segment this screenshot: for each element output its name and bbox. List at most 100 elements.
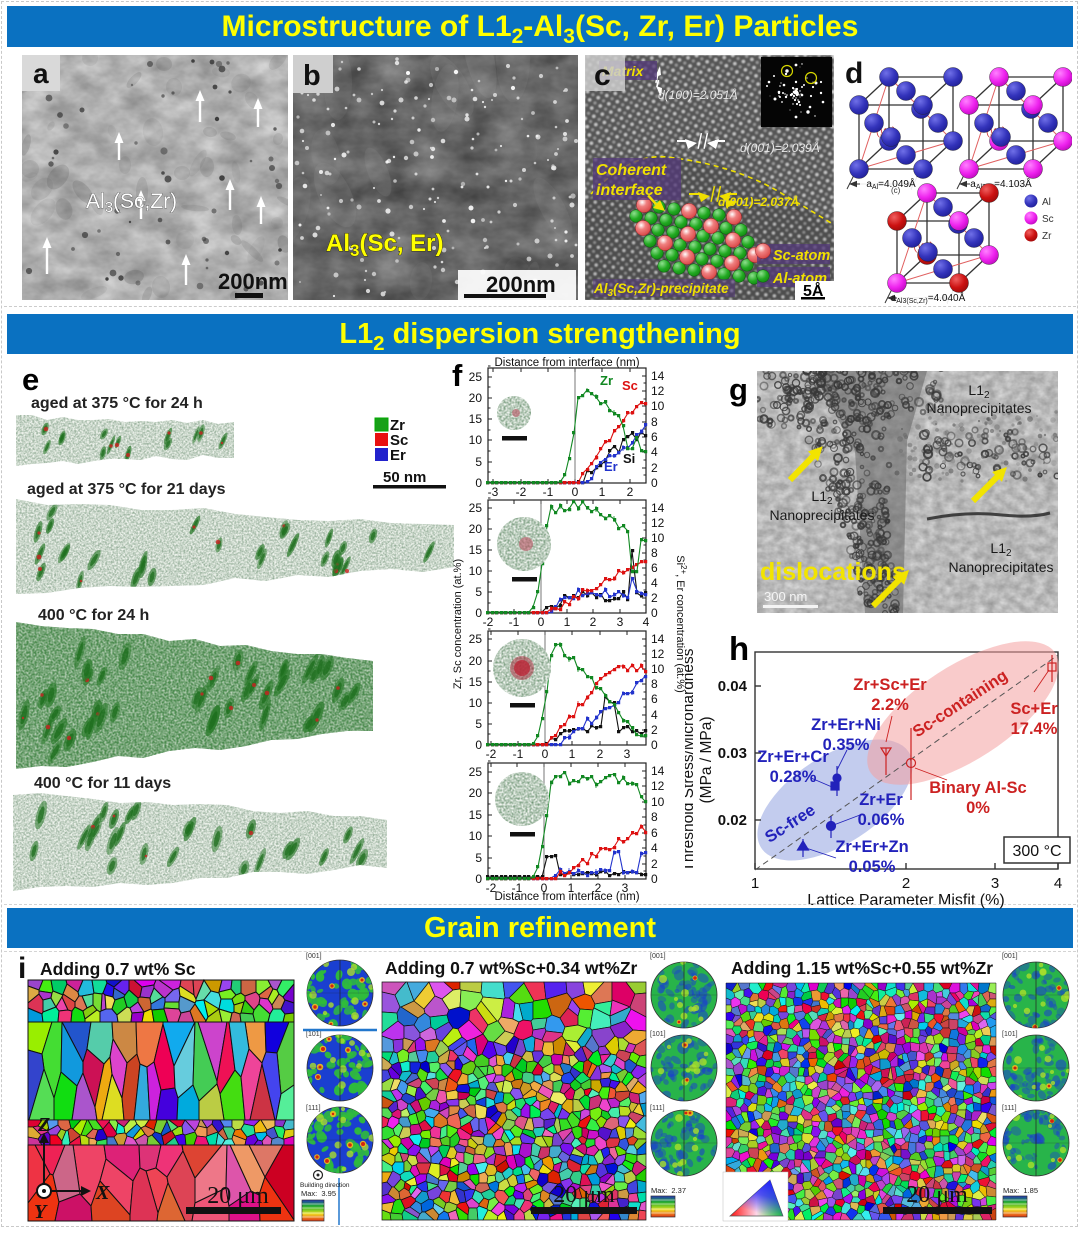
- svg-text:1: 1: [599, 485, 606, 499]
- svg-text:6: 6: [651, 826, 658, 840]
- svg-text:8: 8: [651, 546, 658, 560]
- svg-text:2: 2: [627, 485, 634, 499]
- svg-text:2: 2: [651, 461, 658, 475]
- svg-text:Zr: Zr: [1042, 231, 1052, 242]
- svg-text:Al3(Sc,Zr): Al3(Sc,Zr): [86, 190, 177, 216]
- svg-text:-2: -2: [516, 485, 527, 499]
- svg-text:Si2+, Er concentration (at.%): Si2+, Er concentration (at.%): [674, 555, 688, 693]
- svg-text:Zr+Er+Ni: Zr+Er+Ni: [811, 716, 881, 734]
- svg-text:10: 10: [651, 662, 665, 676]
- svg-text:10: 10: [469, 696, 483, 710]
- svg-text:Er: Er: [604, 459, 618, 474]
- svg-text:0.03: 0.03: [718, 745, 747, 762]
- svg-text:14: 14: [651, 369, 665, 383]
- svg-text:0: 0: [651, 738, 658, 752]
- svg-text:Zr+Er+Cr: Zr+Er+Cr: [757, 748, 829, 766]
- svg-text:15: 15: [469, 543, 483, 557]
- svg-text:dislocations: dislocations: [760, 558, 906, 586]
- svg-text:h: h: [729, 630, 749, 667]
- svg-text:25: 25: [469, 765, 483, 779]
- svg-text:Coherent: Coherent: [596, 162, 667, 179]
- svg-text:6: 6: [651, 561, 658, 575]
- svg-text:300 nm: 300 nm: [764, 589, 807, 604]
- svg-text:0: 0: [651, 872, 658, 886]
- svg-text:5: 5: [475, 455, 482, 469]
- svg-text:0: 0: [542, 747, 549, 761]
- svg-text:Nanoprecipitates: Nanoprecipitates: [769, 507, 874, 523]
- svg-text:4: 4: [651, 445, 658, 459]
- svg-text:20: 20: [469, 391, 483, 405]
- svg-text:14: 14: [651, 764, 665, 778]
- svg-text:d(001)=2.037Å: d(001)=2.037Å: [718, 195, 799, 209]
- svg-text:0: 0: [475, 606, 482, 620]
- svg-text:Sc: Sc: [1042, 214, 1054, 225]
- svg-text:-2: -2: [483, 615, 494, 629]
- svg-text:3: 3: [617, 615, 624, 629]
- svg-text:25: 25: [469, 501, 483, 515]
- svg-text:Al3(Sc,Zr)-precipitate: Al3(Sc,Zr)-precipitate: [593, 281, 729, 299]
- svg-text:2: 2: [590, 615, 597, 629]
- svg-text:-1: -1: [513, 747, 524, 761]
- svg-text:0.05%: 0.05%: [849, 858, 896, 876]
- svg-text:5: 5: [475, 717, 482, 731]
- svg-text:0: 0: [538, 615, 545, 629]
- svg-text:-1: -1: [509, 615, 520, 629]
- svg-text:8: 8: [651, 677, 658, 691]
- svg-text:14: 14: [651, 501, 665, 515]
- svg-text:Al3(Sc, Er): Al3(Sc, Er): [326, 230, 444, 260]
- svg-text:[001]: [001]: [306, 953, 322, 960]
- svg-text:Zr+Sc+Er: Zr+Sc+Er: [853, 676, 927, 694]
- svg-text:1: 1: [564, 615, 571, 629]
- svg-text:-2: -2: [486, 747, 497, 761]
- svg-text:Distance from interface (nm): Distance from interface (nm): [494, 357, 639, 369]
- svg-text:[111]: [111]: [650, 1105, 665, 1112]
- svg-text:4: 4: [651, 576, 658, 590]
- svg-text:X: X: [95, 1182, 110, 1204]
- svg-text:200nm: 200nm: [486, 272, 556, 297]
- svg-text:0.02: 0.02: [718, 812, 747, 829]
- svg-text:d(100)=2.051Å: d(100)=2.051Å: [658, 87, 738, 102]
- svg-text:4: 4: [1054, 875, 1062, 892]
- svg-text:20: 20: [469, 654, 483, 668]
- svg-text:8: 8: [651, 810, 658, 824]
- svg-text:Nanoprecipitates: Nanoprecipitates: [926, 400, 1031, 416]
- svg-text:12: 12: [651, 384, 665, 398]
- svg-text:c: c: [594, 59, 611, 92]
- svg-text:20 μm: 20 μm: [553, 1182, 615, 1208]
- svg-text:[101]: [101]: [650, 1031, 666, 1038]
- svg-text:Adding 0.7 wt%Sc+0.34 wt%Zr: Adding 0.7 wt%Sc+0.34 wt%Zr: [385, 958, 638, 978]
- svg-text:10: 10: [651, 795, 665, 809]
- svg-text:0: 0: [541, 881, 548, 895]
- svg-text:2: 2: [597, 747, 604, 761]
- svg-text:10: 10: [651, 399, 665, 413]
- svg-text:Max: 2.37: Max: 2.37: [651, 1186, 686, 1195]
- svg-text:20: 20: [469, 522, 483, 536]
- svg-text:Al: Al: [1042, 197, 1051, 208]
- svg-text:2: 2: [595, 881, 602, 895]
- svg-text:Binary Al-Sc: Binary Al-Sc: [929, 779, 1027, 797]
- svg-text:Sc: Sc: [622, 378, 638, 393]
- svg-text:4: 4: [651, 708, 658, 722]
- svg-text:g: g: [729, 372, 748, 407]
- svg-text:3: 3: [622, 881, 629, 895]
- svg-text:4: 4: [651, 841, 658, 855]
- svg-text:0: 0: [475, 738, 482, 752]
- svg-text:0: 0: [475, 476, 482, 490]
- svg-text:0: 0: [475, 872, 482, 886]
- svg-text:300 °C: 300 °C: [1012, 843, 1061, 860]
- svg-text:[101]: [101]: [1002, 1031, 1018, 1038]
- svg-text:0.28%: 0.28%: [770, 768, 817, 786]
- svg-text:aAl=4.049Å: aAl=4.049Å: [866, 177, 916, 191]
- svg-text:Zr+Er: Zr+Er: [859, 791, 903, 809]
- svg-text:e: e: [22, 362, 39, 397]
- svg-text:interface: interface: [596, 182, 663, 199]
- svg-text:10: 10: [651, 531, 665, 545]
- svg-text:15: 15: [469, 675, 483, 689]
- svg-text:3: 3: [624, 747, 631, 761]
- svg-text:5: 5: [475, 585, 482, 599]
- svg-text:Sc+Er: Sc+Er: [1010, 700, 1058, 718]
- svg-text:2: 2: [651, 857, 658, 871]
- svg-text:Sc: Sc: [390, 432, 408, 449]
- svg-text:Zr, Sc concentration (at.%): Zr, Sc concentration (at.%): [452, 559, 464, 689]
- svg-text:d: d: [845, 57, 863, 90]
